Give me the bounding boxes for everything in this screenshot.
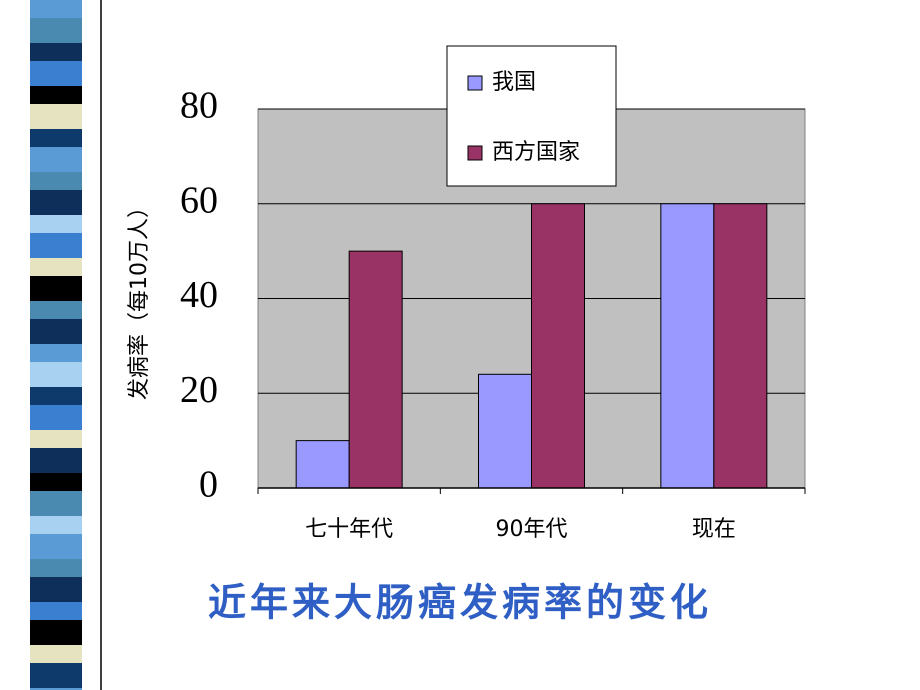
- stripe: [30, 405, 82, 430]
- legend-label: 我国: [492, 70, 536, 95]
- stripe: [30, 602, 82, 620]
- stripe: [30, 61, 82, 86]
- stripe: [30, 233, 82, 258]
- stripe: [30, 172, 82, 190]
- y-tick-label: 60: [180, 179, 218, 221]
- y-tick-label: 20: [180, 369, 218, 411]
- x-tick-label: 90年代: [496, 517, 568, 542]
- bar: [478, 373, 532, 489]
- stripe: [30, 362, 82, 387]
- legend-swatch: [467, 145, 483, 161]
- stripe: [30, 473, 82, 491]
- bar: [531, 203, 585, 489]
- legend-label: 西方国家: [492, 140, 580, 165]
- bar: [660, 203, 715, 489]
- stripe: [30, 86, 82, 104]
- stripe: [30, 534, 82, 559]
- stripe: [30, 620, 82, 645]
- stripe: [30, 18, 82, 43]
- chart-title: 近年来大肠癌发病率的变化: [208, 581, 712, 625]
- legend-swatch: [467, 75, 483, 91]
- stripe: [30, 387, 82, 405]
- y-axis-label: 发病率（每10万人）: [127, 196, 152, 400]
- stripe: [30, 319, 82, 344]
- y-tick-label: 0: [199, 464, 218, 506]
- bar: [295, 440, 350, 489]
- stripe: [30, 301, 82, 319]
- decoration: [30, 0, 82, 690]
- stripe: [30, 688, 82, 690]
- legend-box: [446, 45, 617, 187]
- stripe: [30, 215, 82, 233]
- stripe: [30, 129, 82, 147]
- bar: [348, 250, 403, 489]
- stripe: [30, 663, 82, 688]
- stripe: [30, 516, 82, 534]
- x-tick-label: 七十年代: [305, 517, 393, 542]
- stripe: [30, 448, 82, 473]
- stripe: [30, 577, 82, 602]
- stripe: [30, 0, 82, 18]
- stripe: [30, 491, 82, 516]
- stripe: [30, 344, 82, 362]
- stripe: [30, 276, 82, 301]
- stripe: [30, 258, 82, 276]
- y-tick-label: 80: [180, 85, 218, 127]
- stripe: [30, 104, 82, 129]
- x-tick-label: 现在: [692, 517, 736, 542]
- stripe: [30, 43, 82, 61]
- stripe: [30, 147, 82, 172]
- stripe: [30, 190, 82, 215]
- stripe: [30, 430, 82, 448]
- y-tick-label: 40: [180, 274, 218, 316]
- bar: [713, 203, 768, 489]
- stripe: [30, 645, 82, 663]
- stripe: [30, 559, 82, 577]
